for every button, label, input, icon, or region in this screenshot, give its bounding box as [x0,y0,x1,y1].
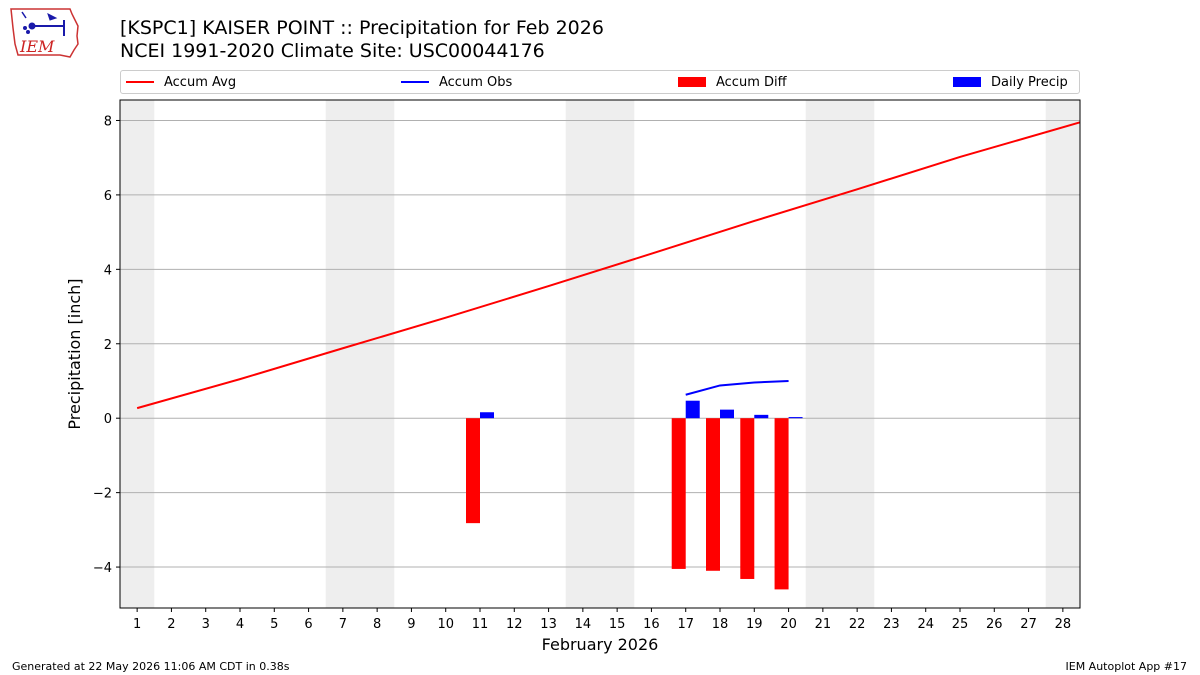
x-tick-label-14: 15 [609,617,626,632]
weekend-band-2 [565,100,635,608]
iowa-outline-icon [10,8,79,58]
x-tick-label-21: 22 [849,617,866,632]
x-tick-label-19: 20 [780,617,797,632]
y-tick-label-2: 0 [104,412,112,427]
weekend-band-0 [120,100,155,608]
line-accum-avg [136,121,1081,410]
x-tick-label-1: 2 [167,617,175,632]
x-tick-label-5: 6 [304,617,312,632]
plot-frame [119,99,1081,609]
legend-item-accum-obs: Accum Obs [401,71,512,93]
footer-generated: Generated at 22 May 2026 11:06 AM CDT in… [12,660,290,673]
x-tick-label-17: 18 [712,617,729,632]
x-tick-label-8: 9 [407,617,415,632]
legend-swatch-accum-avg [126,81,154,83]
legend-label-accum-obs: Accum Obs [439,74,513,90]
x-tick-label-27: 28 [1055,617,1072,632]
chart-title: [KSPC1] KAISER POINT :: Precipitation fo… [120,17,604,39]
x-tick-label-4: 5 [270,617,278,632]
bar-daily-precip-19 [754,414,769,419]
bar-daily-precip-18 [720,409,734,419]
legend-label-daily-precip: Daily Precip [991,74,1068,90]
legend-swatch-daily-precip [953,77,981,87]
x-tick-label-10: 11 [472,617,489,632]
x-tick-label-20: 21 [815,617,832,632]
x-tick-label-11: 12 [506,617,523,632]
x-tick-label-13: 14 [575,617,592,632]
y-axis-label: Precipitation [inch] [65,278,84,429]
x-tick-label-3: 4 [236,617,244,632]
bar-accum-diff-20 [774,418,789,590]
y-tick-label-5: 6 [104,189,112,204]
x-tick-label-23: 24 [917,617,934,632]
y-tick-label-0: −4 [93,561,112,576]
legend-item-daily-precip: Daily Precip [953,71,1068,93]
bar-accum-diff-17 [671,418,686,569]
weekend-band-1 [325,100,395,608]
legend-swatch-accum-diff [678,77,706,87]
x-tick-label-22: 23 [883,617,900,632]
iem-logo: IEM [10,8,79,58]
chart-subtitle: NCEI 1991-2020 Climate Site: USC00044176 [120,40,545,62]
logo-text: IEM [19,37,55,56]
x-tick-label-9: 10 [437,617,454,632]
x-axis-label: February 2026 [542,635,659,654]
y-tick-label-3: 2 [104,338,112,353]
x-tick-label-12: 13 [540,617,557,632]
x-tick-label-6: 7 [339,617,347,632]
x-tick-label-15: 16 [643,617,660,632]
footer-app: IEM Autoplot App #17 [1065,660,1188,673]
weather-station-icon [21,11,65,36]
bar-accum-diff-11 [466,418,480,524]
y-tick-label-1: −2 [93,487,112,502]
weekend-band-4 [1045,100,1080,608]
bar-daily-precip-17 [685,400,700,419]
x-tick-label-26: 27 [1020,617,1037,632]
x-tick-label-2: 3 [202,617,210,632]
weekend-band-3 [805,100,875,608]
legend-item-accum-diff: Accum Diff [678,71,787,93]
legend-label-accum-avg: Accum Avg [164,74,237,90]
bar-accum-diff-19 [740,418,755,579]
x-tick-label-0: 1 [133,617,141,632]
x-tick-label-24: 25 [952,617,969,632]
legend-swatch-accum-obs [401,81,429,83]
bar-accum-diff-18 [706,418,720,571]
legend-label-accum-diff: Accum Diff [716,74,787,90]
bar-daily-precip-20 [788,417,803,419]
legend: Accum Avg Accum Obs Accum Diff Daily Pre… [120,70,1080,94]
x-tick-label-25: 26 [986,617,1003,632]
x-tick-label-16: 17 [677,617,694,632]
x-tick-label-7: 8 [373,617,381,632]
bar-daily-precip-11 [480,412,494,419]
y-tick-label-6: 8 [104,114,112,129]
legend-item-accum-avg: Accum Avg [126,71,236,93]
x-tick-label-18: 19 [746,617,763,632]
line-accum-obs [685,379,789,396]
y-tick-label-4: 4 [104,263,112,278]
